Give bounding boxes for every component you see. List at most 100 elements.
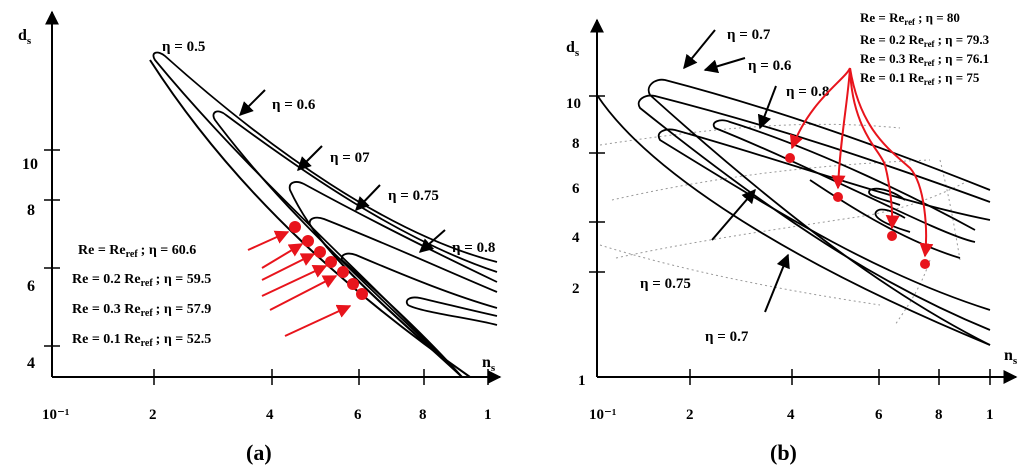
panel-a-contour-label: η = 0.5 xyxy=(162,39,205,55)
panel-a-x-ticks xyxy=(153,369,489,385)
panel-a-point xyxy=(356,288,368,300)
contour-eta-inner-3 xyxy=(868,187,906,206)
panel-b-black-arrow xyxy=(683,29,716,70)
panel-a-y-axis-label: ds xyxy=(18,27,32,47)
panel-a-contour-label: η = 0.6 xyxy=(272,97,316,113)
panel-a-y-tick-label: 8 xyxy=(27,202,35,219)
panel-a-contour-label: η = 0.75 xyxy=(388,188,439,204)
panel-b-red-arrow xyxy=(849,67,900,230)
panel-b-y-tick-label: 8 xyxy=(572,136,580,152)
panel-b-y-tick-label: 4 xyxy=(572,230,580,246)
panel-b-red-arrow xyxy=(849,67,934,258)
panel-b-contour-label: η = 0.7 xyxy=(727,27,771,43)
panel-a-red-points xyxy=(289,221,368,300)
panel-a-contour-label: η = 0.8 xyxy=(452,240,495,256)
panel-b-x-tick-label: 2 xyxy=(686,407,694,423)
panel-a-contours xyxy=(149,51,498,378)
panel-b-x-tick-label: 6 xyxy=(875,407,883,423)
panel-a-red-arrow xyxy=(284,304,352,337)
panel-a-red-arrow xyxy=(261,243,304,269)
contour-eta-0.7-outer xyxy=(596,94,991,346)
panel-b-y-tick-label: 10 xyxy=(566,96,581,112)
panel-a-caption: (a) xyxy=(246,440,272,465)
panel-b: 10 8 6 4 2 1 10⁻¹ 2 4 6 8 1 ds ns xyxy=(566,10,1018,465)
panel-b-re-label: Re = 0.1 Reref; η = 75 xyxy=(860,70,980,87)
panel-b-contour-label: η = 0.8 xyxy=(786,84,829,100)
panel-b-black-arrow xyxy=(703,57,746,74)
panel-b-contour-label: η = 0.75 xyxy=(640,276,691,292)
panel-a-red-arrow xyxy=(261,265,328,297)
panel-a-re-label: Re = 0.2 Reref; η = 59.5 xyxy=(72,272,211,289)
panel-b-point xyxy=(785,153,795,163)
panel-b-point xyxy=(920,259,930,269)
panel-a-point xyxy=(302,235,314,247)
panel-b-red-arrow xyxy=(831,67,851,190)
panel-b-caption: (b) xyxy=(770,440,797,465)
panel-b-y-axis-label: ds xyxy=(566,39,580,59)
panel-a-point xyxy=(289,221,301,233)
panel-b-black-arrow xyxy=(757,85,777,130)
panel-b-dotted-grid xyxy=(599,123,971,326)
panel-a-re-label: Re = 0.1 Reref; η = 52.5 xyxy=(72,332,211,349)
panel-a-x-tick-label: 6 xyxy=(354,407,362,423)
panel-a-point xyxy=(325,256,337,268)
panel-b-x-ticks xyxy=(689,369,991,385)
contour-eta-0.75 xyxy=(657,128,991,311)
panel-b-black-arrow xyxy=(711,188,756,241)
panel-a-red-arrow xyxy=(247,230,290,251)
panel-b-x-tick-label: 8 xyxy=(935,407,943,423)
panel-a-black-arrow xyxy=(239,89,266,116)
panel-b-x-tick-label: 4 xyxy=(787,407,795,423)
panel-a-x-axis-label: ns xyxy=(482,354,496,374)
panel-b-contour-label: η = 0.7 xyxy=(705,329,749,345)
panel-b-contours xyxy=(596,78,991,346)
panel-b-red-arrows xyxy=(789,67,934,258)
contour-eta-0.7-top xyxy=(647,78,991,346)
contour-eta-inner xyxy=(405,296,498,326)
panel-b-y-tick-label: 6 xyxy=(572,181,580,197)
panel-a-re-label: Re = Reref; η = 60.6 xyxy=(78,243,196,260)
panel-b-y-tick-label: 2 xyxy=(572,281,580,297)
contour-eta-0.8 xyxy=(340,252,498,378)
panel-b-x-tick-label: 1 xyxy=(986,407,994,423)
panel-b-point xyxy=(887,231,897,241)
panel-a-red-arrow xyxy=(261,253,316,281)
panel-a-x-tick-label: 2 xyxy=(149,407,157,423)
panel-b-x-axis-label: ns xyxy=(1004,347,1018,367)
panel-a-contour-label: η = 07 xyxy=(330,150,370,166)
panel-a-y-ticks xyxy=(44,149,60,347)
panel-a-point xyxy=(314,246,326,258)
contour-eta-0.5 xyxy=(152,51,498,378)
panel-a-re-label: Re = 0.3 Reref; η = 57.9 xyxy=(72,302,211,319)
panel-a-y-tick-label: 6 xyxy=(27,278,35,295)
panel-a-point xyxy=(337,266,349,278)
panel-b-red-arrow xyxy=(789,67,851,150)
contour-eta-0.8 xyxy=(712,119,976,243)
panel-a-x-tick-label: 1 xyxy=(484,407,492,423)
panel-b-black-arrow xyxy=(764,253,790,313)
contour-eta-inner-1 xyxy=(809,179,961,259)
panel-a-red-arrows xyxy=(247,230,352,337)
panel-a-y-tick-label: 4 xyxy=(27,355,35,372)
panel-a: 10 8 6 4 10⁻¹ 2 4 6 8 1 ds ns xyxy=(18,10,502,465)
panel-a-black-arrow xyxy=(297,145,323,171)
panel-a-black-arrow xyxy=(418,229,446,253)
panel-b-red-points xyxy=(785,153,930,269)
panel-b-re-label: Re = Reref; η = 80 xyxy=(860,10,960,27)
panel-a-x-tick-label: 10⁻¹ xyxy=(42,407,69,423)
panel-a-point xyxy=(347,278,359,290)
panel-b-contour-label: η = 0.6 xyxy=(748,58,792,74)
contour-eta-0.75 xyxy=(308,216,498,378)
panel-a-red-arrow xyxy=(269,275,338,311)
panel-b-point xyxy=(833,192,843,202)
panel-b-re-label: Re = 0.2 Reref; η = 79.3 xyxy=(860,32,990,49)
contour-eta-0.6 xyxy=(212,110,498,378)
contour-eta-0.6 xyxy=(637,94,991,331)
panel-a-y-tick-label: 10 xyxy=(22,156,38,173)
panel-a-x-tick-label: 4 xyxy=(266,407,274,423)
panel-b-x-tick-label: 10⁻¹ xyxy=(589,407,616,423)
panel-a-black-arrow xyxy=(355,184,381,212)
panel-a-x-tick-label: 8 xyxy=(419,407,427,423)
panel-b-re-label: Re = 0.3 Reref; η = 76.1 xyxy=(860,51,989,68)
